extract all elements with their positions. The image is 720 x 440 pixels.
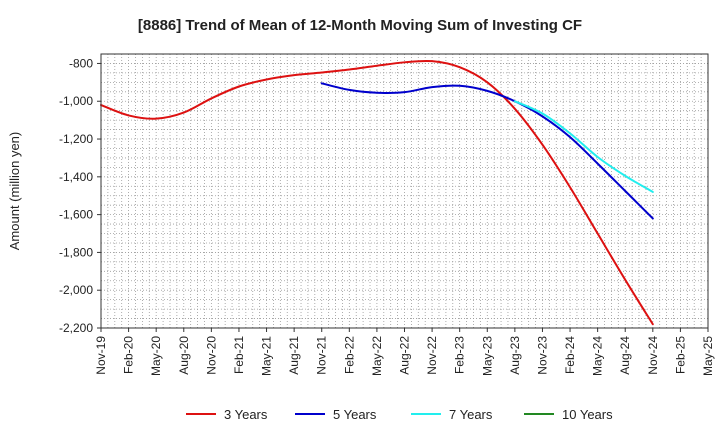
y-tick-label: -1,800 bbox=[59, 245, 93, 259]
x-tick-label: May-24 bbox=[591, 336, 605, 376]
grid bbox=[100, 53, 708, 329]
legend-label-3-years: 3 Years bbox=[224, 407, 268, 422]
x-tick-label: Aug-24 bbox=[618, 336, 632, 375]
x-tick-label: Feb-24 bbox=[563, 336, 577, 374]
x-tick-label: May-22 bbox=[370, 336, 384, 376]
x-tick-label: Aug-20 bbox=[177, 336, 191, 375]
x-tick-label: Nov-22 bbox=[425, 336, 439, 375]
y-tick-label: -1,600 bbox=[59, 208, 93, 222]
x-tick-label: May-23 bbox=[480, 336, 494, 376]
x-tick-label: Nov-24 bbox=[646, 336, 660, 375]
x-tick-label: Aug-21 bbox=[287, 336, 301, 375]
series-group bbox=[100, 59, 654, 326]
y-tick-label: -2,200 bbox=[59, 321, 93, 335]
x-tick-label: Aug-22 bbox=[398, 336, 412, 375]
x-tick-label: Nov-21 bbox=[315, 336, 329, 375]
y-tick-label: -1,000 bbox=[59, 94, 93, 108]
x-tick-label: Feb-23 bbox=[453, 336, 467, 374]
series-line-3-years bbox=[100, 59, 654, 326]
plot-area bbox=[101, 54, 708, 328]
x-tick-label: Nov-23 bbox=[535, 336, 549, 375]
x-tick-label: Nov-19 bbox=[94, 336, 108, 375]
y-axis-label: Amount (million yen) bbox=[7, 132, 22, 251]
x-tick-label: Feb-25 bbox=[673, 336, 687, 374]
y-tick-label: -1,400 bbox=[59, 170, 93, 184]
x-tick-label: May-25 bbox=[701, 336, 715, 376]
x-tick-label: Nov-20 bbox=[204, 336, 218, 375]
x-tick-label: May-20 bbox=[149, 336, 163, 376]
y-tick-label: -800 bbox=[69, 56, 93, 70]
x-tick-label: Feb-22 bbox=[342, 336, 356, 374]
series-line-7-years bbox=[513, 100, 654, 193]
x-tick-label: Aug-23 bbox=[508, 336, 522, 375]
chart-title: [8886] Trend of Mean of 12-Month Moving … bbox=[138, 17, 582, 34]
y-ticks: -800 -1,000 -1,200 -1,400 -1,600 -1,800 -2,000… bbox=[59, 56, 101, 335]
y-tick-label: -2,000 bbox=[59, 283, 93, 297]
x-tick-label: Feb-21 bbox=[232, 336, 246, 374]
legend: 3 Years 5 Years 7 Years 10 Years bbox=[186, 407, 613, 422]
x-tick-label: May-21 bbox=[260, 336, 274, 376]
series-line-5-years bbox=[320, 82, 654, 220]
legend-label-10-years: 10 Years bbox=[562, 407, 613, 422]
x-tick-label: Feb-20 bbox=[122, 336, 136, 374]
legend-label-7-years: 7 Years bbox=[449, 407, 493, 422]
x-ticks: Nov-19 Feb-20 May-20 Aug-20 Nov-20 Feb-21 May-… bbox=[94, 328, 715, 376]
y-tick-label: -1,200 bbox=[59, 132, 93, 146]
legend-label-5-years: 5 Years bbox=[333, 407, 377, 422]
